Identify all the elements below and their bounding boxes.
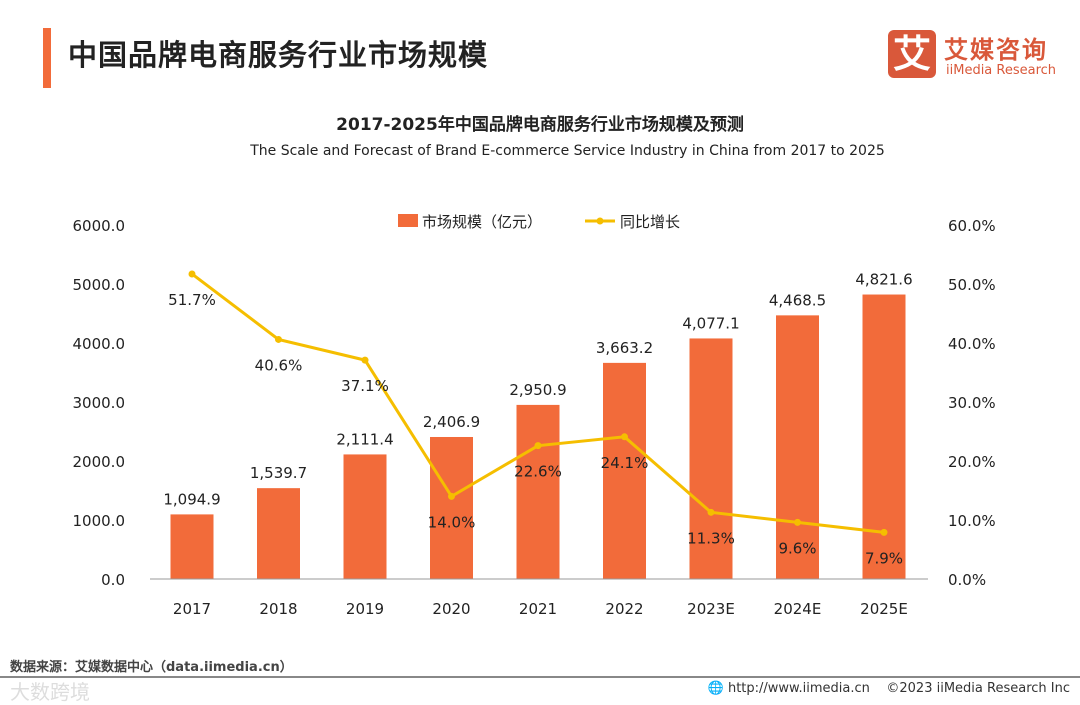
bar	[343, 454, 387, 579]
x-tick: 2017	[173, 600, 211, 618]
growth-point	[621, 433, 628, 441]
data-source: 数据来源：艾媒数据中心（data.iimedia.cn）	[10, 660, 293, 675]
growth-label: 9.6%	[778, 539, 816, 557]
x-tick: 2025E	[860, 600, 908, 618]
logo-cn: 艾媒咨询	[944, 36, 1048, 64]
bar-label: 2,111.4	[336, 430, 393, 448]
chart-title: 2017-2025年中国品牌电商服务行业市场规模及预测	[336, 115, 744, 135]
bar	[516, 404, 560, 579]
footer-divider	[0, 676, 1080, 678]
footer: 🌐 http://www.iimedia.cn ©2023 iiMedia Re…	[708, 681, 1070, 696]
y-tick-left: 0.0	[101, 571, 125, 589]
y-tick-left: 2000.0	[73, 453, 126, 471]
footer-copyright: ©2023 iiMedia Research Inc	[886, 681, 1070, 696]
growth-point	[188, 270, 196, 278]
y-tick-right: 20.0%	[948, 453, 996, 471]
x-tick: 2023E	[687, 600, 735, 618]
y-tick-left: 5000.0	[73, 276, 126, 294]
chart: 0.0 1000.0 2000.0 3000.0 4000.0 5000.0 6000.0 0…	[73, 213, 996, 618]
bar	[430, 436, 473, 579]
growth-label: 24.1%	[601, 454, 649, 472]
growth-label: 51.7%	[168, 291, 216, 309]
bar	[862, 294, 906, 579]
bar-label: 1,539.7	[250, 464, 307, 482]
bar-label: 4,077.1	[682, 314, 739, 332]
growth-point	[707, 508, 715, 516]
bar	[257, 488, 300, 579]
bar	[170, 514, 214, 579]
x-tick: 2021	[519, 600, 557, 618]
growth-point	[534, 442, 542, 450]
growth-label: 37.1%	[341, 377, 389, 395]
legend-bar-label: 市场规模（亿元）	[422, 213, 542, 231]
legend-bar-swatch	[398, 214, 418, 227]
x-tick: 2020	[432, 600, 470, 618]
page-title: 中国品牌电商服务行业市场规模	[68, 38, 489, 72]
bar	[689, 338, 733, 579]
x-tick: 2018	[259, 600, 297, 618]
growth-point	[448, 492, 455, 500]
bar-label: 1,094.9	[163, 490, 220, 508]
y-tick-left: 1000.0	[73, 512, 126, 530]
legend-line-marker	[596, 217, 604, 225]
bar	[776, 315, 819, 579]
growth-point	[361, 356, 369, 364]
growth-label: 7.9%	[865, 549, 903, 567]
bar-label: 2,406.9	[423, 413, 480, 431]
y-tick-right: 10.0%	[948, 512, 996, 530]
growth-label: 14.0%	[428, 513, 476, 531]
growth-point	[880, 528, 888, 536]
x-tick: 2022	[605, 600, 643, 618]
bar-label: 4,821.6	[855, 271, 912, 289]
x-tick: 2019	[346, 600, 384, 618]
footer-url[interactable]: http://www.iimedia.cn	[727, 681, 870, 696]
chart-subtitle: The Scale and Forecast of Brand E-commer…	[250, 143, 885, 159]
y-tick-right: 60.0%	[948, 217, 996, 235]
growth-label: 22.6%	[514, 463, 562, 481]
y-tick-right: 50.0%	[948, 276, 996, 294]
bar-label: 2,950.9	[509, 381, 566, 399]
y-tick-right: 0.0%	[948, 571, 986, 589]
growth-label: 40.6%	[255, 356, 303, 374]
y-tick-left: 3000.0	[73, 394, 126, 412]
y-tick-right: 30.0%	[948, 394, 996, 412]
title-accent-bar	[43, 28, 51, 88]
bar-label: 4,468.5	[769, 291, 826, 309]
watermark: 大数跨境	[10, 680, 90, 704]
logo-en: iiMedia Research	[946, 63, 1057, 78]
x-tick: 2024E	[774, 600, 822, 618]
bar-label: 3,663.2	[596, 339, 653, 357]
growth-label: 11.3%	[687, 529, 735, 547]
growth-point	[275, 335, 282, 343]
logo-mark: 艾	[888, 30, 936, 78]
y-tick-left: 4000.0	[73, 335, 126, 353]
y-tick-right: 40.0%	[948, 335, 996, 353]
growth-point	[794, 518, 801, 526]
y-tick-left: 6000.0	[73, 217, 126, 235]
globe-icon: 🌐	[707, 681, 724, 696]
bar	[603, 362, 646, 579]
logo: 艾 艾媒咨询 iiMedia Research	[888, 30, 1058, 80]
legend-line-label: 同比增长	[620, 213, 680, 231]
